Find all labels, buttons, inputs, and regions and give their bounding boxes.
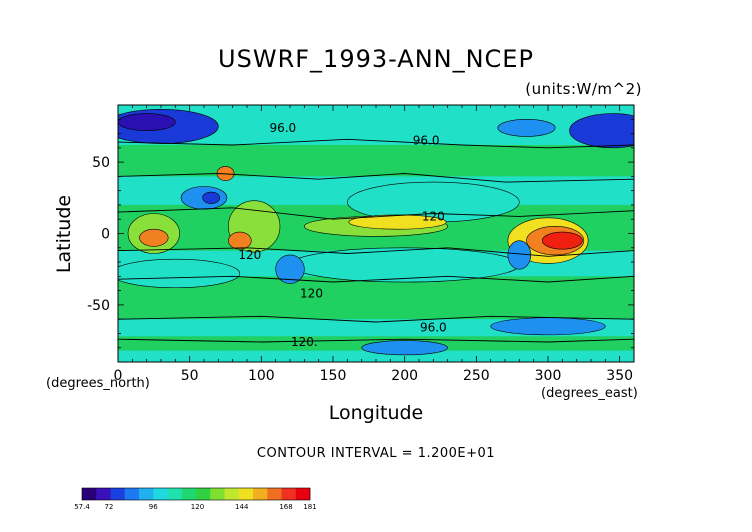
band-north	[118, 144, 634, 177]
colorbar-tick-label: 72	[104, 503, 113, 511]
colorbar-swatch	[153, 488, 168, 500]
colorbar-tick-label: 96	[149, 503, 158, 511]
colorbar-swatch	[110, 488, 126, 500]
chart-title: USWRF_1993-ANN_NCEP	[218, 45, 534, 73]
colorbar-tick-label: 57.4	[74, 503, 90, 511]
colorbar-swatch	[181, 488, 197, 500]
y-tick-label: 0	[101, 227, 110, 243]
y-axis-ticks: 50 0 -50	[87, 104, 634, 363]
x-tick-label: 200	[391, 368, 418, 384]
colorbar-swatch	[224, 488, 240, 500]
colorbar-swatch	[167, 488, 183, 500]
region-itcz-core	[348, 214, 447, 230]
x-tick-label: 100	[248, 368, 275, 384]
region-antarctic-low	[361, 340, 448, 356]
contour-labels: 96.0 96.0 120 120 120 96.0 120.	[238, 121, 446, 349]
colorbar: 57.4 72 96 120 144 168 181	[74, 487, 317, 511]
contour-label: 120	[238, 248, 261, 262]
region-arctic-canada	[497, 118, 556, 137]
colorbar-tick-label: 120	[191, 503, 204, 511]
colorbar-swatch	[196, 488, 211, 500]
y-tick-label: 50	[92, 155, 110, 171]
colorbar-swatch	[96, 488, 111, 500]
region-india-hot	[228, 231, 252, 250]
contour-line-3	[118, 247, 634, 257]
contour-line-2	[118, 207, 634, 220]
units-label: (units:W/m^2)	[525, 80, 642, 98]
contour-label: 120	[422, 209, 445, 223]
colorbar-swatch	[238, 488, 254, 500]
region-arabia-core	[202, 191, 221, 204]
contour-line-6	[118, 338, 634, 343]
colorbar-swatch	[267, 488, 282, 500]
x-tick-label: 350	[606, 368, 633, 384]
contour-label: 96.0	[413, 134, 440, 148]
y-tick-label: -50	[87, 298, 110, 314]
contour-line-0	[118, 138, 634, 149]
x-tick-label: 250	[463, 368, 490, 384]
x-tick-label: 300	[535, 368, 562, 384]
x-units-label-east: (degrees_east)	[541, 386, 638, 401]
contour-label: 120	[300, 286, 323, 300]
region-australia	[275, 254, 305, 284]
region-greenland	[569, 113, 634, 149]
colorbar-border	[81, 487, 311, 501]
region-south-atlantic	[118, 258, 241, 289]
colorbar-swatch	[139, 488, 154, 500]
colorbar-swatch	[295, 488, 311, 500]
contour-line-5	[118, 315, 634, 323]
colorbar-swatch	[82, 488, 97, 500]
colorbar-tick-label: 181	[303, 503, 316, 511]
contour-label: 96.0	[420, 321, 447, 335]
contour-label: 96.0	[269, 121, 296, 135]
colorbar-tick-label: 144	[235, 503, 249, 511]
contour-field	[118, 105, 634, 362]
x-units-label: (degrees_north)	[46, 376, 150, 391]
colorbar-swatch	[124, 488, 140, 500]
contour-line-1	[118, 173, 634, 183]
region-arctic-core	[118, 113, 176, 131]
x-axis-label: Longitude	[328, 402, 424, 424]
x-axis-ticks: 0 50 100 150 200 250 300 350	[114, 105, 635, 384]
region-africa-hot	[139, 228, 169, 247]
colorbar-tick-label: 168	[279, 503, 292, 511]
colorbar-swatch	[210, 488, 225, 500]
colorbar-swatch	[281, 488, 297, 500]
contour-label: 120.	[291, 335, 318, 349]
y-axis-label: Latitude	[53, 194, 75, 274]
x-tick-label: 50	[181, 368, 199, 384]
contour-interval-label: CONTOUR INTERVAL = 1.200E+01	[256, 446, 496, 461]
contour-line-4	[118, 275, 634, 283]
x-tick-label: 150	[320, 368, 347, 384]
region-south-pacific	[289, 247, 520, 283]
region-south-america-max	[541, 231, 583, 250]
colorbar-swatch	[253, 488, 268, 500]
region-south-ocean-low	[490, 317, 606, 336]
x-tick-label: 0	[114, 368, 123, 384]
